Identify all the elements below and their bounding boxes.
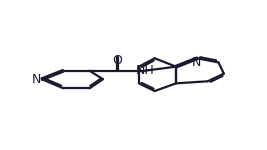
Text: N: N [32,73,41,86]
Text: N: N [192,56,201,69]
Text: NH: NH [136,64,155,77]
Text: O: O [113,54,123,67]
